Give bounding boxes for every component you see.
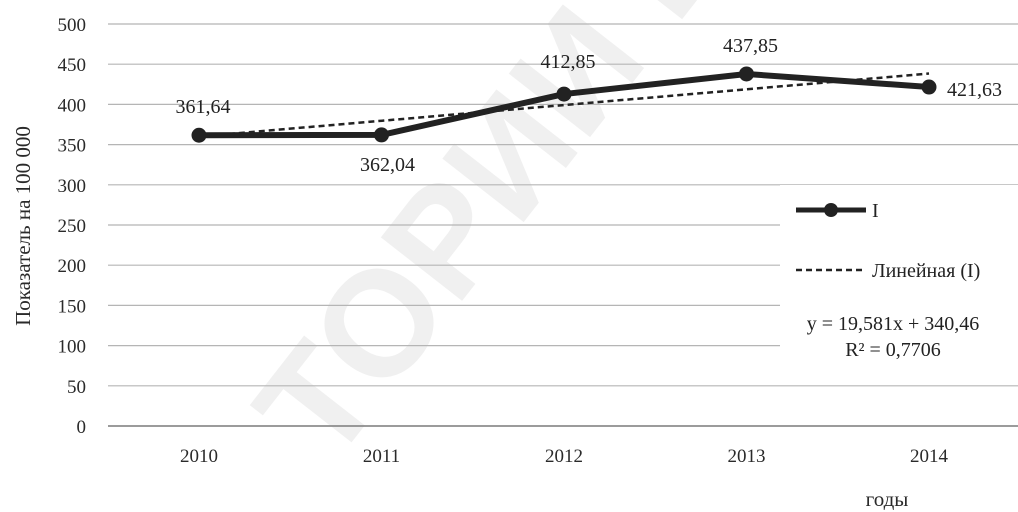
y-tick-label: 50: [67, 377, 86, 398]
y-tick-label: 500: [58, 15, 87, 36]
data-label: 362,04: [360, 154, 415, 176]
trendline-r-squared: R² = 0,7706: [845, 339, 941, 361]
y-tick-label: 450: [58, 55, 87, 76]
x-tick-label: 2011: [363, 446, 400, 467]
trendline-equation: y = 19,581x + 340,46: [807, 313, 980, 335]
y-tick-label: 300: [58, 176, 87, 197]
y-tick-label: 100: [58, 337, 87, 358]
data-label: 421,63: [947, 79, 1002, 101]
y-tick-label: 200: [58, 256, 87, 277]
x-tick-label: 2013: [728, 446, 766, 467]
data-point: [739, 66, 754, 81]
y-tick-label: 400: [58, 95, 87, 116]
x-axis-title: годы: [866, 487, 909, 511]
data-label: 437,85: [723, 35, 778, 57]
legend-series-marker: [824, 203, 838, 217]
data-label: 412,85: [541, 51, 596, 73]
y-tick-label: 250: [58, 216, 87, 237]
legend-series-label: I: [872, 200, 879, 222]
legend-trend-label: Линейная (I): [872, 260, 980, 282]
x-tick-label: 2010: [180, 446, 218, 467]
y-tick-label: 0: [77, 417, 87, 438]
x-tick-label: 2012: [545, 446, 583, 467]
data-point: [192, 128, 207, 143]
y-tick-label: 350: [58, 136, 87, 157]
data-point: [374, 127, 389, 142]
y-tick-label: 150: [58, 296, 87, 317]
data-label: 361,64: [176, 96, 231, 118]
y-axis-ticks: 0 50 100 150 200 250 300 350 400 450 500: [58, 15, 87, 438]
y-axis-title: Показатель на 100 000: [11, 126, 35, 326]
data-point: [557, 87, 572, 102]
data-point: [922, 80, 937, 95]
x-tick-label: 2014: [910, 446, 949, 467]
x-axis-ticks: 2010 2011 2012 2013 2014: [180, 446, 949, 467]
